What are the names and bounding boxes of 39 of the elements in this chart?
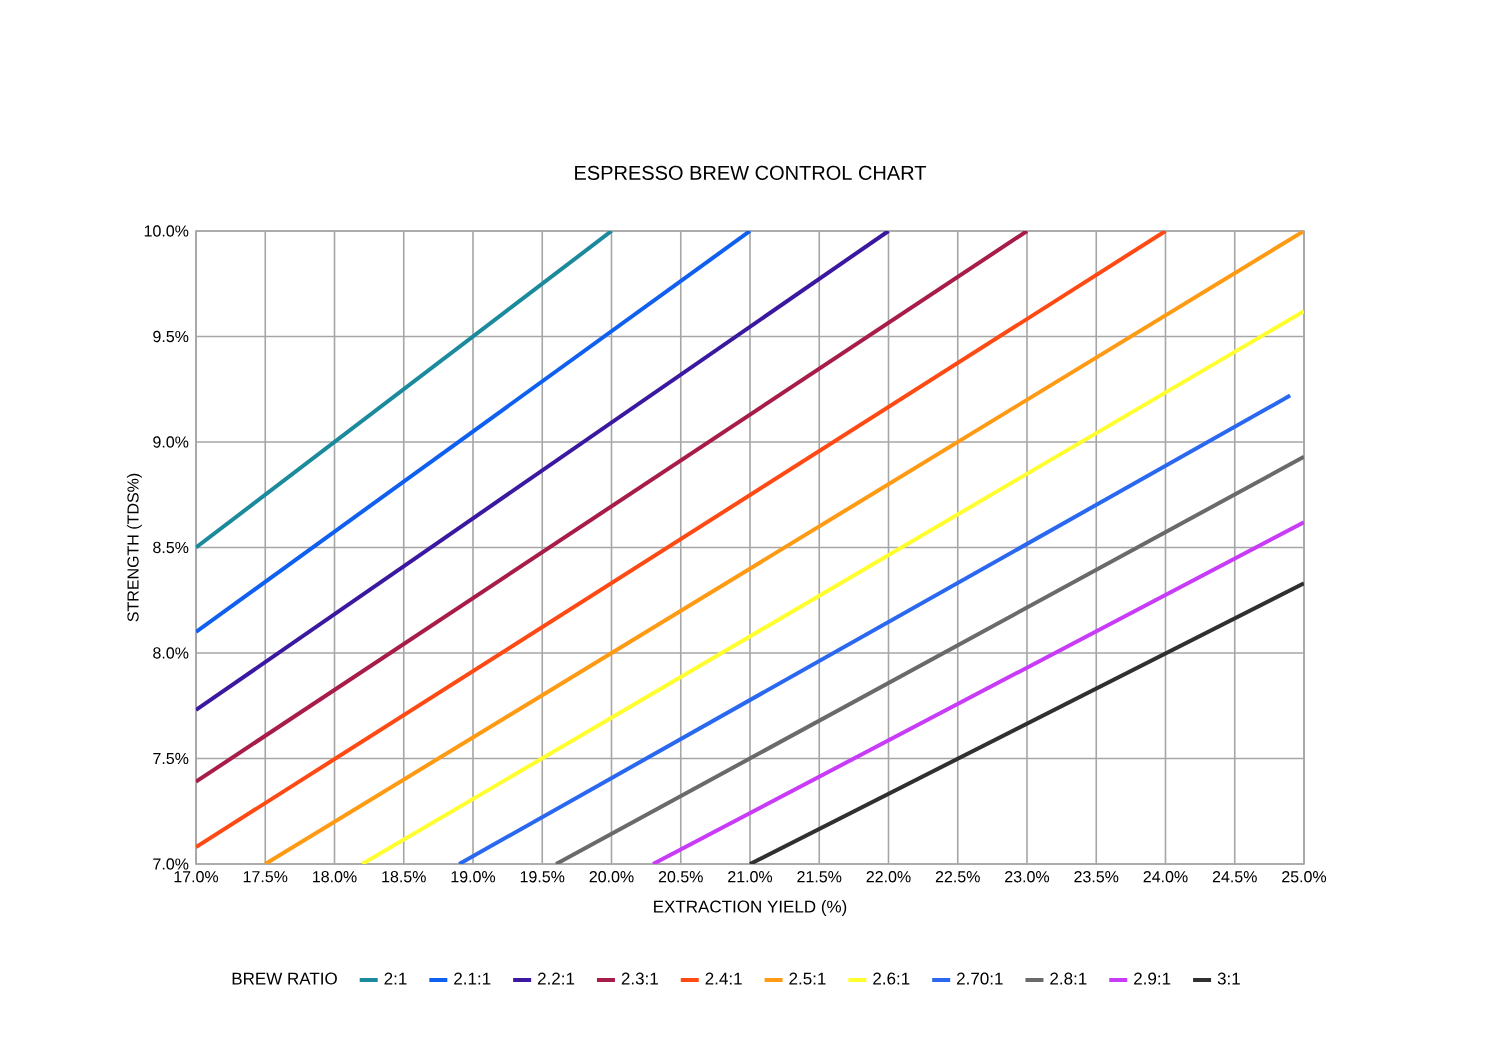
y-tick-label: 7.0% xyxy=(153,858,189,870)
x-tick-label: 20.5% xyxy=(658,871,703,883)
legend-title: BREW RATIO xyxy=(232,972,337,985)
x-tick-label: 18.5% xyxy=(382,871,426,883)
y-tick-label: 7.5% xyxy=(153,752,189,765)
x-tick-label: 23.0% xyxy=(1005,871,1050,883)
chart-title: ESPRESSO BREW CONTROL CHART xyxy=(575,165,927,180)
legend-label: 3:1 xyxy=(1217,972,1240,985)
x-tick-label: 19.5% xyxy=(520,871,565,883)
x-tick-label: 19.0% xyxy=(451,871,496,883)
legend-label: 2.8:1 xyxy=(1050,972,1087,985)
legend-label: 2.2:1 xyxy=(537,972,575,985)
y-tick-label: 9.0% xyxy=(153,436,189,448)
y-tick-label: 8.5% xyxy=(153,541,189,554)
legend-label: 2.3:1 xyxy=(621,972,658,985)
legend-label: 2.1:1 xyxy=(454,972,491,985)
legend-label: 2.5:1 xyxy=(789,972,826,985)
legend-label: 2.70:1 xyxy=(957,972,1003,985)
x-axis-title: EXTRACTION YIELD (%) xyxy=(654,900,847,916)
x-tick-label: 20.0% xyxy=(589,871,634,883)
x-tick-label: 17.5% xyxy=(243,871,288,883)
x-tick-label: 24.0% xyxy=(1143,871,1188,883)
x-tick-label: 17.0% xyxy=(174,871,219,883)
x-tick-label: 25.0% xyxy=(1282,871,1327,883)
y-axis-title: STRENGTH (TDS%) xyxy=(126,473,142,622)
legend-label: 2.6:1 xyxy=(873,972,910,985)
x-tick-label: 22.5% xyxy=(935,871,980,883)
x-tick-label: 22.0% xyxy=(866,871,911,883)
x-tick-label: 23.5% xyxy=(1074,871,1119,883)
x-tick-label: 18.0% xyxy=(313,871,357,883)
y-tick-label: 10.0% xyxy=(144,225,189,237)
x-tick-label: 21.5% xyxy=(797,871,842,883)
x-tick-label: 21.0% xyxy=(728,871,773,883)
y-tick-label: 9.5% xyxy=(153,330,189,343)
legend-label: 2.4:1 xyxy=(705,972,742,985)
y-tick-label: 8.0% xyxy=(153,647,189,659)
x-tick-label: 24.5% xyxy=(1212,871,1257,883)
legend-label: 2.9:1 xyxy=(1134,972,1171,985)
legend-label: 2:1 xyxy=(384,972,407,985)
